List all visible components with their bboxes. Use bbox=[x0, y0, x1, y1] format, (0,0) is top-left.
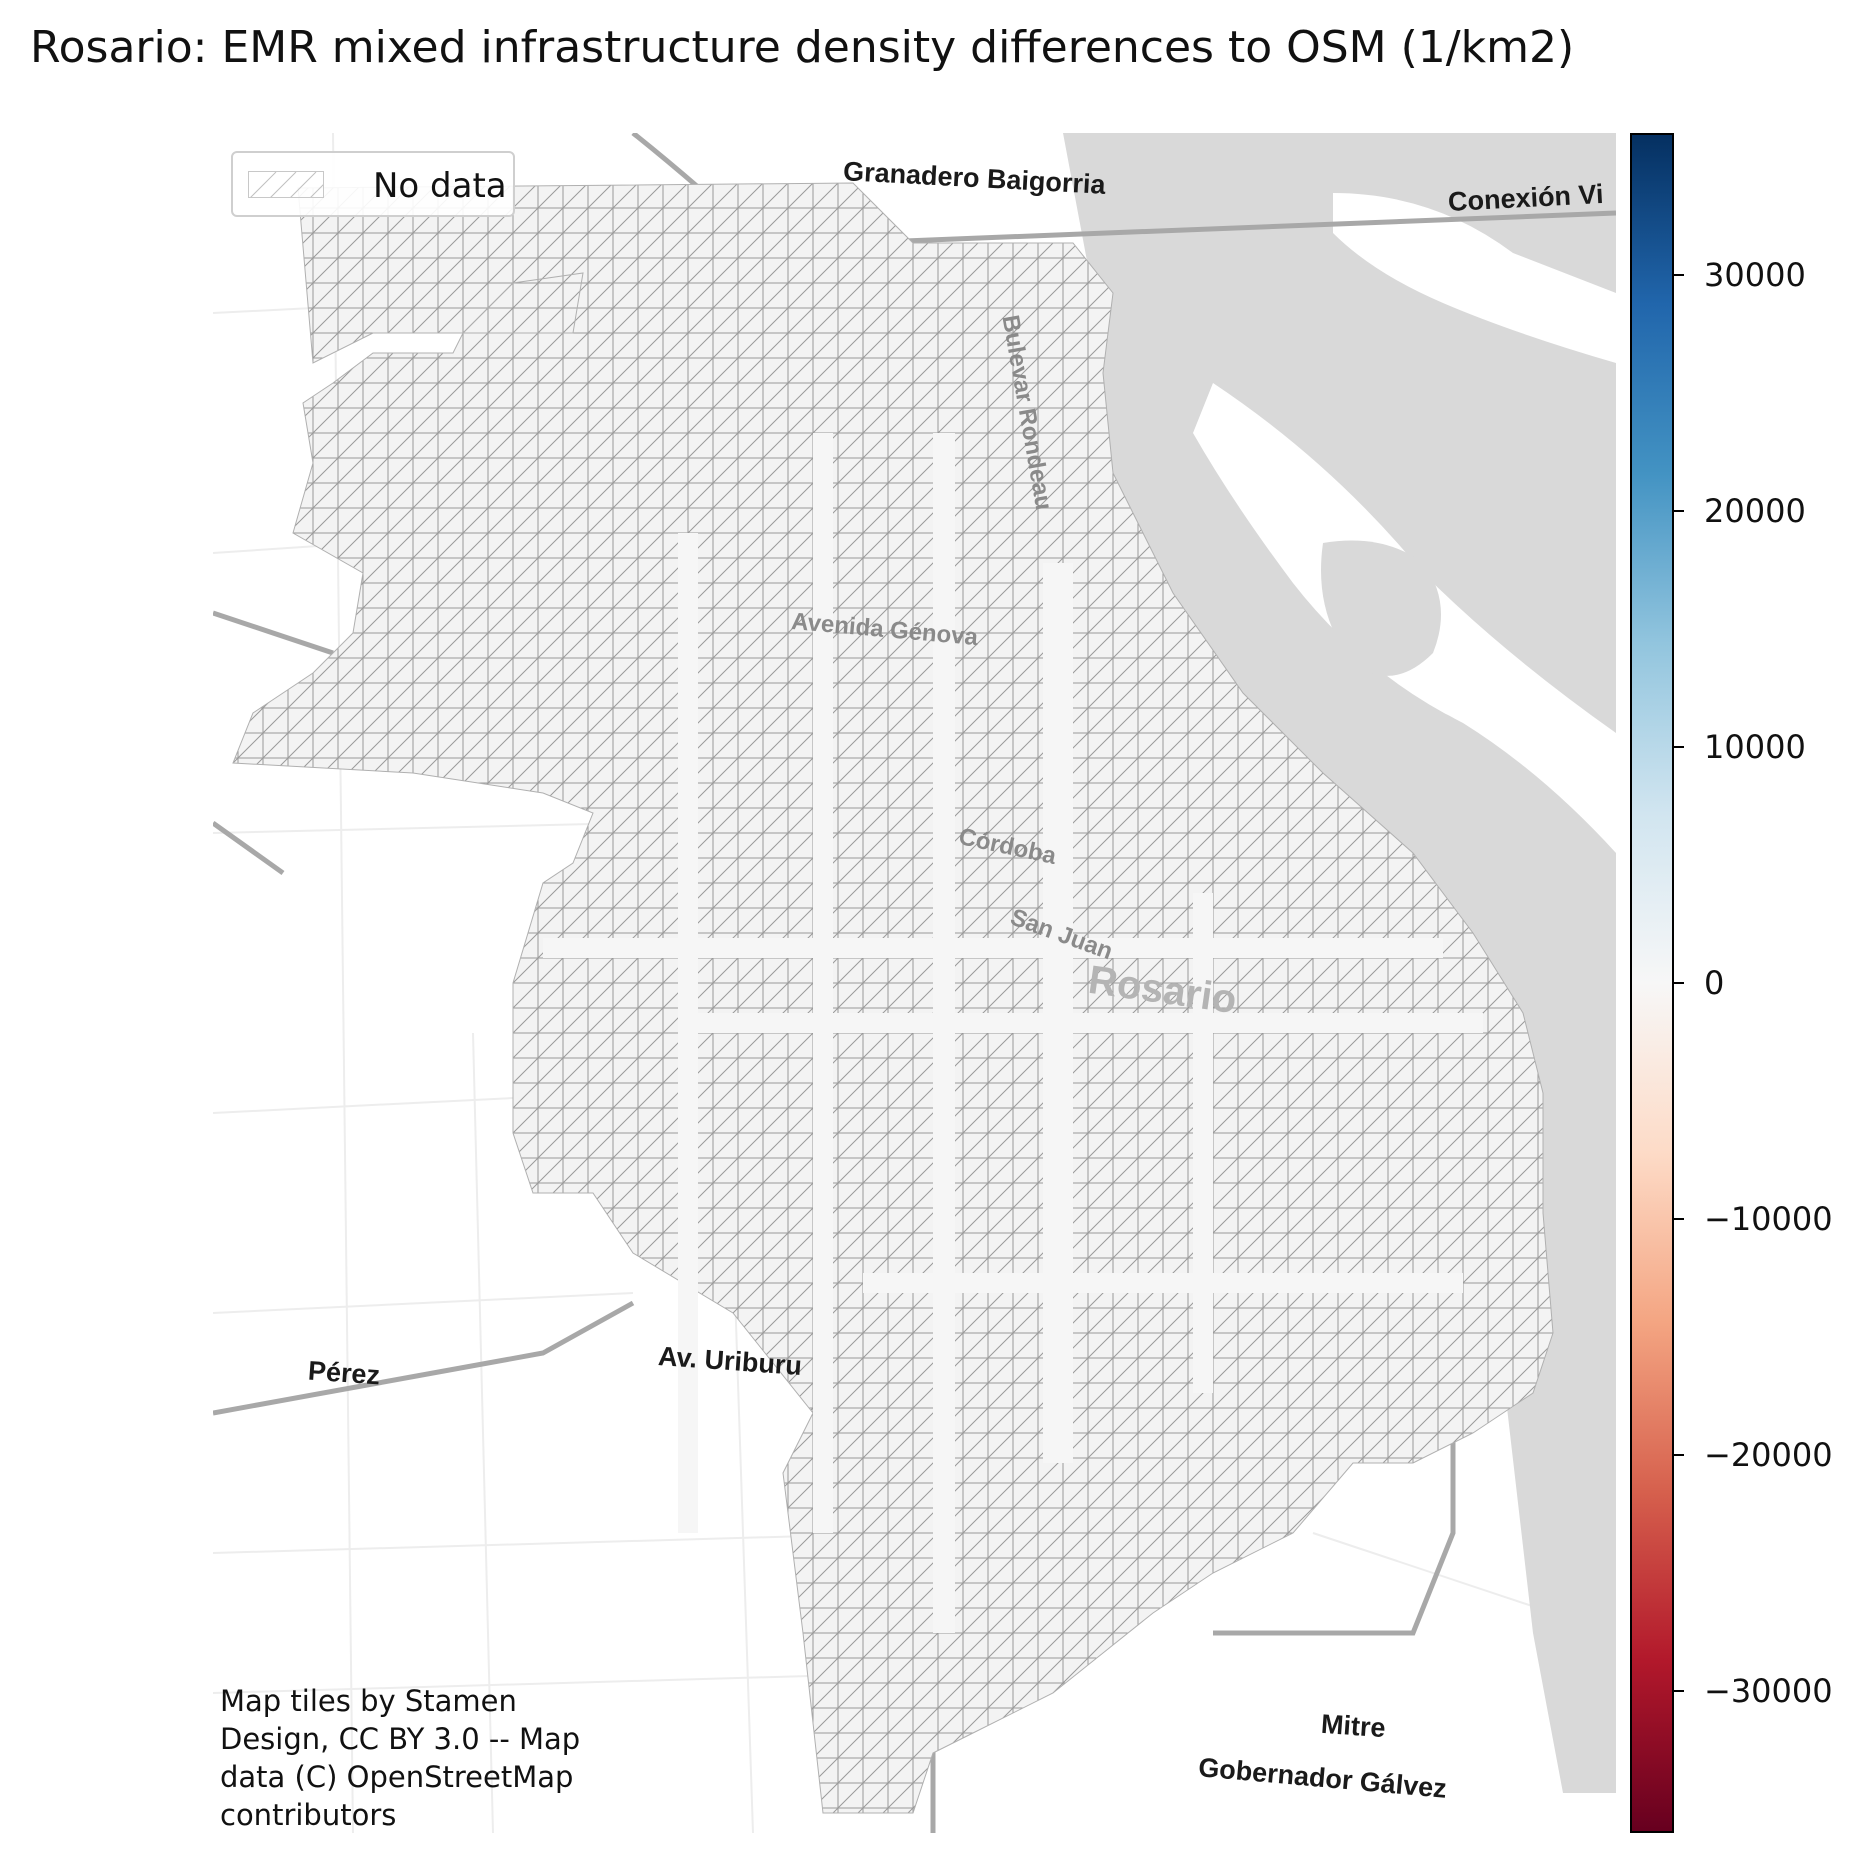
colorbar-tick-label: −20000 bbox=[1704, 1436, 1833, 1475]
legend-label: No data bbox=[373, 166, 507, 206]
river-island bbox=[1333, 193, 1616, 363]
map-attribution: Map tiles by Stamen Design, CC BY 3.0 --… bbox=[220, 1684, 581, 1832]
colorbar bbox=[1630, 133, 1674, 1833]
grid-gaps bbox=[543, 433, 1483, 1633]
colorbar-tick-label: 10000 bbox=[1704, 727, 1806, 766]
river bbox=[1043, 133, 1616, 1793]
colorbar-tick-label: 0 bbox=[1704, 964, 1725, 1002]
basemap bbox=[213, 133, 1616, 1833]
place-label: Pérez bbox=[307, 1355, 382, 1391]
island-lake bbox=[1439, 713, 1483, 800]
minor-roads bbox=[213, 133, 1614, 1833]
colorbar-tick-label: 20000 bbox=[1704, 491, 1806, 530]
legend-swatch-no-data bbox=[248, 171, 324, 198]
colorbar-tick bbox=[1674, 1690, 1684, 1693]
map-title: Rosario: EMR mixed infrastructure densit… bbox=[30, 22, 1575, 73]
no-data-hatch bbox=[232, 182, 1554, 1814]
colorbar-axis: 30000 20000 10000 0 −10000 −20000 −30000 bbox=[1674, 133, 1874, 1833]
island-lake bbox=[1321, 540, 1441, 676]
colorbar-tick bbox=[1674, 273, 1684, 276]
colorbar-tick bbox=[1674, 1454, 1684, 1457]
colorbar-tick bbox=[1674, 982, 1684, 984]
colorbar-tick bbox=[1674, 1218, 1684, 1221]
legend: No data bbox=[231, 151, 515, 217]
colorbar-tick-label: −10000 bbox=[1704, 1200, 1833, 1239]
place-label: Mitre bbox=[1320, 1708, 1387, 1744]
map-panel: Granadero Baigorria Conexión Vi Pérez Av… bbox=[213, 133, 1616, 1833]
colorbar-tick bbox=[1674, 509, 1684, 512]
colorbar-tick-label: −30000 bbox=[1704, 1672, 1833, 1711]
colorbar-tick bbox=[1674, 745, 1684, 748]
colorbar-tick-label: 30000 bbox=[1704, 255, 1806, 294]
